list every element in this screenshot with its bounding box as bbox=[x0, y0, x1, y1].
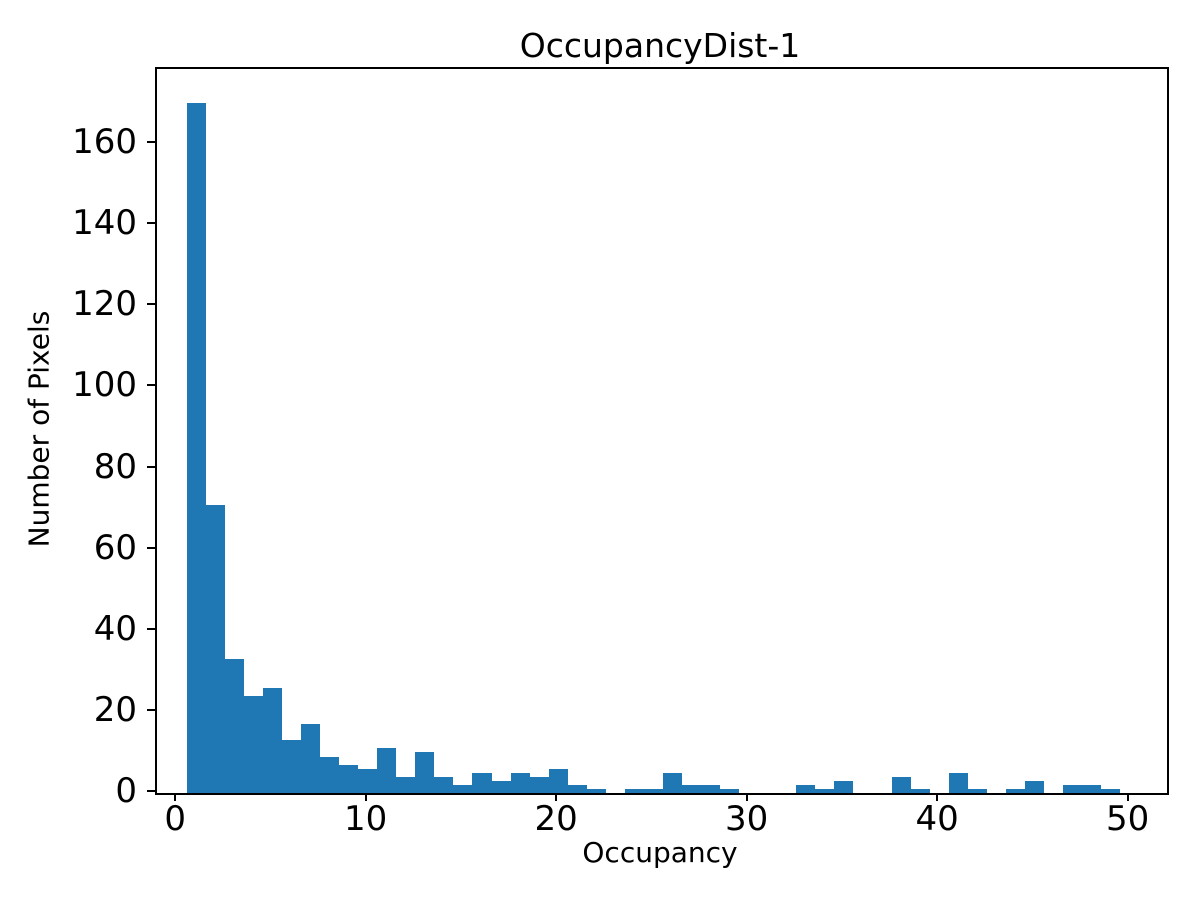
histogram-bar bbox=[891, 776, 911, 793]
y-tick-label: 120 bbox=[72, 284, 137, 325]
histogram-bar bbox=[358, 768, 378, 793]
x-tick-label: 10 bbox=[344, 799, 388, 839]
histogram-bar bbox=[682, 784, 702, 793]
histogram-bar bbox=[1024, 780, 1044, 793]
y-axis-label: Number of Pixels bbox=[22, 310, 56, 548]
histogram-bar bbox=[281, 740, 301, 793]
histogram-bar bbox=[1062, 784, 1083, 793]
x-tick-mark bbox=[1126, 793, 1129, 801]
histogram-bar bbox=[339, 764, 359, 793]
y-tick-label: 0 bbox=[115, 771, 137, 811]
y-tick-mark bbox=[147, 141, 155, 144]
y-tick-mark bbox=[147, 384, 155, 387]
x-tick-mark bbox=[174, 793, 177, 801]
x-tick-label: 0 bbox=[164, 799, 186, 839]
histogram-bar bbox=[662, 772, 682, 793]
plot-area bbox=[155, 67, 1169, 795]
histogram-bar bbox=[186, 103, 206, 793]
histogram-bar bbox=[224, 659, 244, 793]
histogram-bar bbox=[472, 772, 492, 793]
y-tick-mark bbox=[147, 708, 155, 711]
histogram-bar bbox=[453, 784, 473, 793]
y-tick-label: 80 bbox=[93, 446, 137, 487]
histogram-bar bbox=[834, 780, 854, 793]
histogram-bar bbox=[529, 776, 549, 793]
y-tick-mark bbox=[147, 546, 155, 549]
histogram-bar bbox=[491, 780, 511, 793]
histogram-bar bbox=[643, 788, 663, 793]
y-tick-mark bbox=[147, 303, 155, 306]
y-tick-label: 160 bbox=[72, 122, 137, 163]
histogram-bar bbox=[624, 788, 644, 793]
histogram-bar bbox=[796, 784, 816, 793]
histogram-bar bbox=[262, 687, 282, 793]
histogram-bar bbox=[720, 788, 740, 793]
x-tick-mark bbox=[936, 793, 939, 801]
x-tick-label: 30 bbox=[725, 799, 769, 839]
y-tick-mark bbox=[147, 627, 155, 630]
histogram-bar bbox=[301, 724, 321, 793]
histogram-bar bbox=[510, 772, 530, 793]
histogram-bar bbox=[434, 776, 454, 793]
histogram-bar bbox=[567, 784, 587, 793]
x-axis-label: Occupancy bbox=[582, 836, 738, 869]
y-tick-label: 40 bbox=[93, 608, 137, 649]
histogram-bar bbox=[548, 768, 568, 793]
histogram-bar bbox=[415, 752, 435, 793]
x-tick-label: 40 bbox=[915, 799, 959, 839]
x-tick-mark bbox=[364, 793, 367, 801]
x-tick-label: 20 bbox=[534, 799, 578, 839]
histogram-bar bbox=[377, 748, 397, 793]
histogram-bar bbox=[396, 776, 416, 793]
histogram-bar bbox=[1082, 784, 1102, 793]
histogram-bar bbox=[320, 756, 340, 793]
histogram-bar bbox=[815, 788, 835, 793]
chart-title: OccupancyDist-1 bbox=[519, 26, 801, 65]
histogram-bar bbox=[586, 788, 606, 793]
histogram-bar bbox=[205, 505, 225, 793]
histogram-bar bbox=[967, 788, 987, 793]
y-tick-mark bbox=[147, 790, 155, 792]
histogram-bar bbox=[1005, 788, 1025, 793]
y-tick-label: 100 bbox=[72, 365, 137, 406]
y-tick-mark bbox=[147, 465, 155, 468]
histogram-bar bbox=[1101, 788, 1121, 793]
histogram-bar bbox=[910, 788, 930, 793]
y-tick-label: 140 bbox=[72, 203, 137, 244]
y-tick-mark bbox=[147, 222, 155, 225]
histogram-bar bbox=[243, 695, 263, 793]
histogram-bar bbox=[948, 772, 968, 793]
y-tick-label: 60 bbox=[93, 527, 137, 568]
y-tick-label: 20 bbox=[93, 689, 137, 730]
x-tick-label: 50 bbox=[1106, 799, 1150, 839]
histogram-bar bbox=[701, 784, 721, 793]
x-tick-mark bbox=[745, 793, 748, 801]
x-tick-mark bbox=[555, 793, 558, 801]
